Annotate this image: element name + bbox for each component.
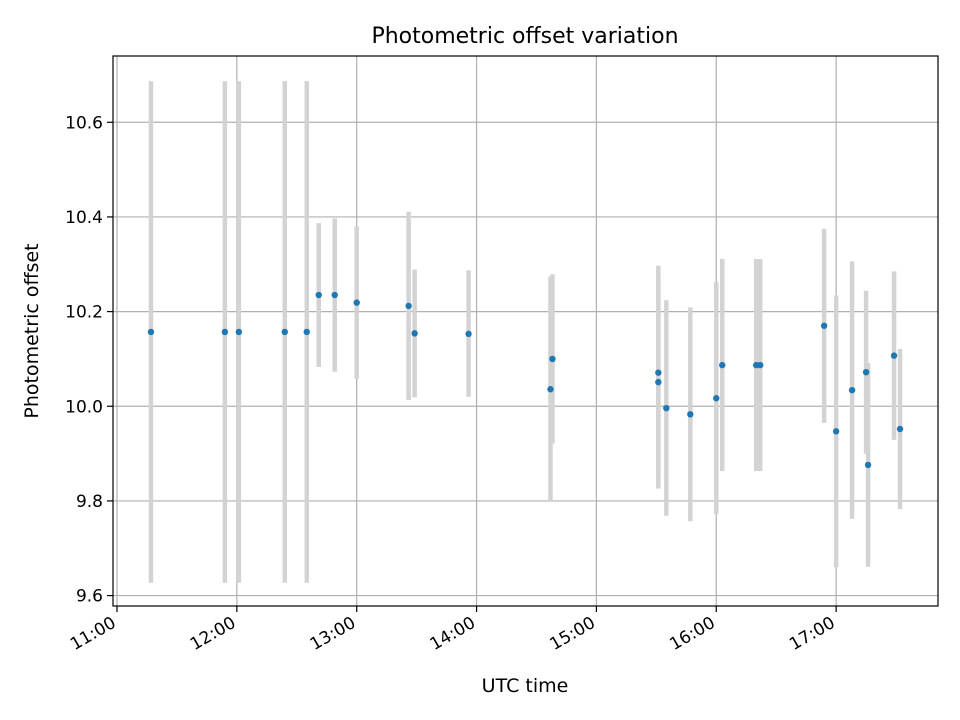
y-tick-label: 9.8 [76,492,103,512]
y-tick-label: 10.4 [65,208,103,228]
data-point [303,328,310,336]
data-point [713,395,720,402]
data-points [147,291,904,469]
y-axis-label: Photometric offset [21,243,43,418]
y-tick-label: 10.0 [65,397,103,417]
data-point [864,461,872,469]
data-point [832,428,840,435]
data-point [757,361,764,369]
data-point [896,425,904,433]
data-point [848,386,856,394]
data-point [353,299,360,306]
data-point [235,328,243,336]
data-point [719,361,726,369]
data-point [331,291,338,299]
data-point [687,411,694,418]
x-axis-label: UTC time [482,675,569,697]
data-point [221,328,229,336]
data-point [411,330,418,337]
data-point [549,355,556,363]
data-point [315,291,322,299]
data-point [281,328,288,336]
data-point [547,386,554,393]
data-point [655,378,662,386]
data-point [405,302,412,310]
data-point [663,404,670,412]
y-tick-label: 10.2 [65,303,103,323]
y-tick-label: 9.6 [76,587,103,607]
data-point [890,352,898,359]
data-point [465,330,472,338]
data-point [147,328,155,336]
y-tick-label: 10.6 [65,113,103,133]
chart-title: Photometric offset variation [371,24,678,49]
y-axis-ticks: 9.6 9.8 10.0 10.2 10.4 10.6 [65,113,113,607]
data-point [820,322,828,329]
plot-frame [112,55,939,607]
data-point [862,368,870,376]
data-point [655,369,662,376]
